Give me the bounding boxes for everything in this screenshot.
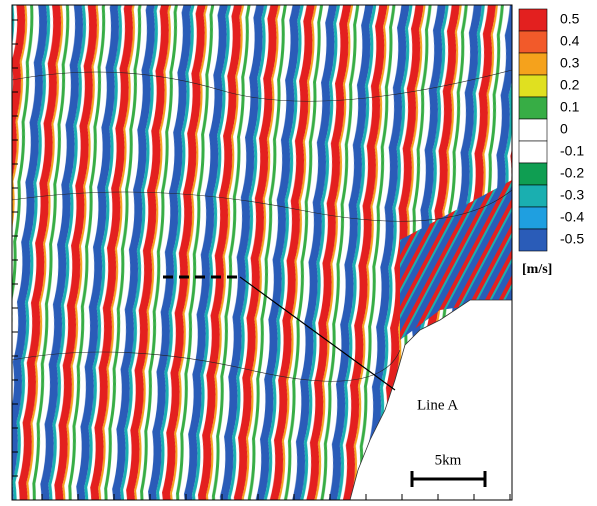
colorbar-swatch [519, 53, 547, 75]
velocity-field [12, 5, 512, 500]
colorbar-unit: [m/s] [522, 262, 552, 277]
figure: Line A 5km 0.5 0.4 0.3 0.2 0.1 0 -0.1 -0.2 -0.3 -… [0, 0, 597, 506]
colorbar-label: 0.2 [560, 77, 580, 93]
line-a-label: Line A [417, 397, 458, 413]
colorbar-swatch [519, 163, 547, 185]
colorbar-label: 0 [560, 121, 568, 137]
colorbar-swatch [519, 185, 547, 207]
colorbar-label: 0.3 [560, 55, 580, 71]
colorbar-label: -0.4 [560, 209, 584, 225]
colorbar-label: -0.5 [560, 231, 584, 247]
colorbar-label: 0.1 [560, 99, 580, 115]
colorbar-label: 0.5 [560, 11, 580, 27]
scale-label: 5km [435, 452, 462, 468]
colorbar-swatch [519, 119, 547, 141]
colorbar-label: -0.1 [560, 143, 584, 159]
colorbar-swatch [519, 229, 547, 251]
colorbar-swatch [519, 97, 547, 119]
colorbar-label: 0.4 [560, 33, 580, 49]
colorbar-swatch [519, 75, 547, 97]
colorbar-label: -0.3 [560, 187, 584, 203]
colorbar-swatch [519, 9, 547, 31]
colorbar-swatch [519, 31, 547, 53]
colorbar: 0.5 0.4 0.3 0.2 0.1 0 -0.1 -0.2 -0.3 -0.4 -0.5 [519, 9, 584, 251]
colorbar-label: -0.2 [560, 165, 584, 181]
colorbar-swatch [519, 141, 547, 163]
colorbar-swatch [519, 207, 547, 229]
